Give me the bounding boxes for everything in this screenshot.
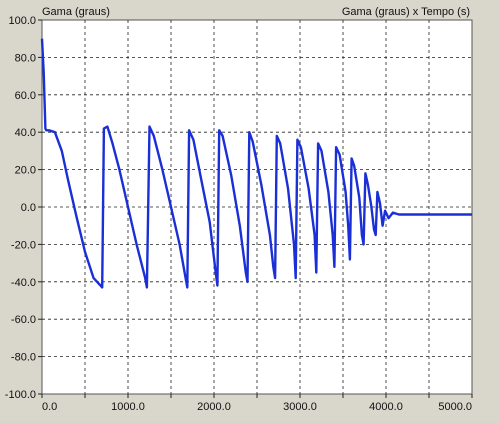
y-tick-label: -20.0: [11, 239, 36, 251]
y-tick-label: 40.0: [15, 127, 36, 139]
x-axis-ticks: 0.0 1000.0 2000.0 3000.0 4000.0 5000.0: [41, 394, 473, 413]
x-tick-label: 1000.0: [111, 401, 145, 413]
y-tick-label: -100.0: [5, 389, 36, 401]
series-line: [40, 38, 472, 289]
y-tick-label: 0.0: [21, 202, 36, 214]
chart-title: Gama (graus) x Tempo (s): [342, 6, 470, 18]
y-tick-label: 60.0: [15, 90, 36, 102]
y-tick-label: -80.0: [11, 352, 36, 364]
y-tick-label: -60.0: [11, 314, 36, 326]
y-axis-ticks: 100.0 80.0 60.0 40.0 20.0 0.0 -20.0 -40.0 -60.0 -…: [5, 15, 42, 401]
x-tick-label: 3000.0: [283, 401, 317, 413]
x-tick-label: 2000.0: [197, 401, 231, 413]
x-tick-label: 0.0: [42, 401, 57, 413]
y-tick-label: -40.0: [11, 277, 36, 289]
x-tick-label: 5000.0: [438, 401, 472, 413]
y-tick-label: 20.0: [15, 165, 36, 177]
y-axis-label: Gama (graus): [42, 6, 110, 18]
y-tick-label: 80.0: [15, 52, 36, 64]
x-tick-label: 4000.0: [369, 401, 403, 413]
y-tick-label: 100.0: [8, 15, 36, 27]
